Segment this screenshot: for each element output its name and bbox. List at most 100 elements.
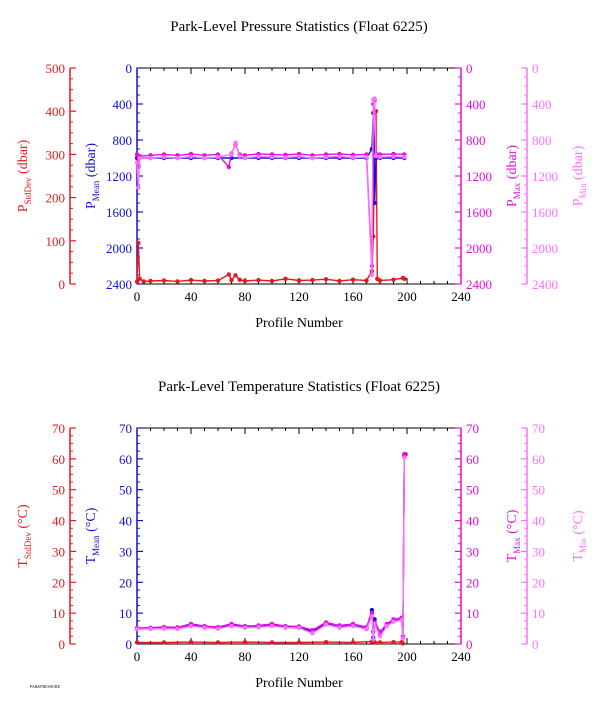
min-axis-label-unit: (°C)	[571, 510, 586, 538]
data-point-min	[229, 152, 234, 157]
x-tick-label: 200	[397, 289, 417, 304]
min-axis-label: PMin (dbar)	[571, 145, 588, 206]
x-tick-label: 40	[185, 649, 198, 664]
series-line-max	[136, 100, 405, 267]
stddev-tick-label: 50	[52, 483, 65, 498]
data-point-min	[188, 154, 194, 159]
series-line-stddev	[137, 453, 406, 646]
mean-axis-label-main: T	[84, 555, 99, 564]
stddev-axis-label-unit: (dbar)	[16, 139, 31, 177]
data-point-min	[188, 623, 194, 629]
max-tick-label: 20	[466, 575, 479, 590]
data-point-stddev	[229, 277, 234, 283]
data-point-stddev	[148, 278, 153, 284]
stddev-axis-label: PStdDev (dbar)	[16, 139, 33, 212]
data-point-min	[256, 154, 261, 159]
data-point-min	[242, 625, 248, 630]
stddev-tick-label: 100	[46, 234, 66, 249]
data-point-min	[350, 155, 356, 160]
data-point-min	[161, 154, 167, 160]
min-axis-label-sub: Min	[578, 183, 588, 199]
data-point-stddev	[233, 273, 238, 278]
stddev-axis-label-unit: (°C)	[16, 504, 31, 532]
data-point-max	[402, 452, 407, 457]
stddev-tick-label: 0	[59, 277, 66, 292]
max-tick-label: 400	[466, 97, 486, 112]
data-point-stddev	[188, 639, 194, 645]
stddev-tick-label: 500	[46, 61, 66, 76]
data-point-stddev	[237, 277, 242, 282]
x-tick-label: 80	[239, 289, 252, 304]
series-group	[134, 96, 407, 285]
x-tick-label: 240	[451, 649, 471, 664]
max-tick-label: 1600	[466, 205, 492, 220]
mean-axis-label: TMean (°C)	[84, 507, 101, 564]
data-point-stddev	[188, 277, 194, 283]
data-point-min	[402, 154, 407, 160]
max-tick-label: 30	[466, 544, 479, 559]
stddev-tick-label: 10	[52, 606, 65, 621]
data-point-stddev	[391, 639, 396, 645]
data-point-min	[283, 155, 288, 160]
data-point-min	[402, 455, 407, 460]
series-line-stddev	[136, 111, 405, 283]
min-tick-label: 1600	[532, 205, 558, 220]
stddev-tick-label: 0	[59, 637, 66, 652]
mean-tick-label: 0	[126, 61, 133, 76]
plot-frame	[136, 427, 462, 645]
min-tick-label: 20	[532, 575, 545, 590]
max-tick-label: 10	[466, 606, 479, 621]
data-point-stddev	[400, 641, 406, 646]
max-axis-label-main: T	[505, 553, 520, 562]
mean-tick-label: 50	[119, 483, 132, 498]
data-point-stddev	[391, 277, 396, 282]
data-point-mean	[372, 200, 377, 206]
data-point-min	[337, 625, 342, 630]
data-point-min	[134, 160, 140, 165]
max-axis-label: PMax (dbar)	[505, 145, 522, 207]
data-point-stddev	[350, 277, 356, 282]
data-point-stddev	[310, 277, 315, 283]
data-point-min	[372, 621, 377, 627]
stddev-axis-label-sub: StdDev	[23, 532, 33, 560]
series-line-min	[136, 457, 405, 640]
series-group	[134, 452, 408, 646]
data-point-min	[377, 154, 383, 160]
data-point-min	[323, 622, 329, 627]
pressure-chart-panel: Park-Level Pressure Statistics (Float 62…	[16, 19, 588, 331]
max-tick-label: 2400	[466, 277, 492, 292]
data-point-min	[134, 626, 140, 632]
max-axis-label-sub: Max	[512, 182, 522, 199]
max-tick-label: 2000	[466, 241, 492, 256]
data-point-min	[137, 155, 142, 161]
mean-tick-label: 20	[119, 575, 132, 590]
stddev-tick-label: 300	[46, 147, 66, 162]
footer-code: PARKPRESSURE	[30, 684, 61, 689]
series-line-mean	[137, 455, 405, 638]
min-axis-label-unit: (dbar)	[571, 145, 586, 183]
min-axis-label-sub: Min	[578, 538, 588, 554]
x-tick-label: 120	[289, 289, 309, 304]
data-point-min	[161, 626, 167, 631]
data-point-min	[242, 155, 248, 161]
data-point-min	[372, 96, 377, 101]
data-point-min	[269, 154, 275, 160]
data-point-min	[323, 154, 329, 160]
data-point-stddev	[323, 277, 329, 282]
data-point-min	[391, 619, 396, 624]
max-tick-label: 50	[466, 483, 479, 498]
max-tick-label: 60	[466, 452, 479, 467]
data-point-stddev	[136, 240, 141, 246]
data-point-min	[377, 634, 383, 639]
data-point-stddev	[269, 278, 275, 284]
max-axis-label-sub: Max	[512, 537, 522, 554]
data-point-stddev	[296, 640, 302, 645]
data-point-stddev	[137, 276, 142, 282]
min-tick-label: 40	[532, 514, 545, 529]
max-tick-label: 0	[466, 637, 473, 652]
data-point-min	[136, 185, 141, 190]
series-line-min	[136, 97, 405, 276]
x-tick-label: 120	[289, 649, 309, 664]
data-point-stddev	[161, 278, 167, 283]
